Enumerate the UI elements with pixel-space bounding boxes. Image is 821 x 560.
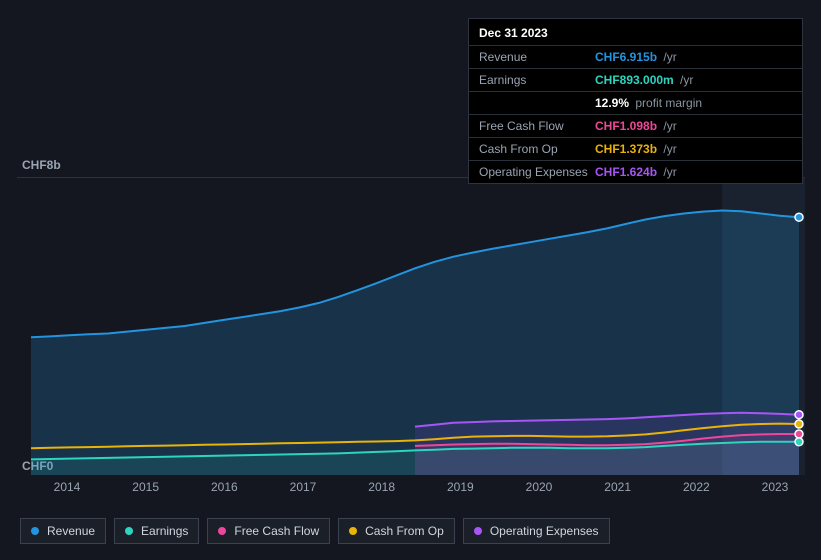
tooltip-row-suffix: /yr (660, 142, 677, 156)
legend-item[interactable]: Operating Expenses (463, 518, 610, 544)
tooltip-row: Free Cash FlowCHF1.098b /yr (469, 114, 802, 137)
tooltip-row-suffix: /yr (660, 119, 677, 133)
legend-dot-icon (125, 527, 133, 535)
tooltip-row: EarningsCHF893.000m /yr (469, 68, 802, 91)
chart-tooltip: Dec 31 2023 RevenueCHF6.915b /yrEarnings… (468, 18, 803, 184)
tooltip-row-value: CHF1.098b (595, 119, 657, 133)
legend-item-label: Operating Expenses (490, 524, 599, 538)
legend-item-label: Earnings (141, 524, 188, 538)
xaxis-label: 2018 (368, 480, 395, 494)
legend-item-label: Cash From Op (365, 524, 444, 538)
legend-dot-icon (31, 527, 39, 535)
tooltip-row: 12.9% profit margin (469, 91, 802, 114)
tooltip-row-label (479, 96, 595, 110)
tooltip-row-value: 12.9% (595, 96, 629, 110)
tooltip-row-suffix: /yr (660, 50, 677, 64)
tooltip-row-value: CHF893.000m (595, 73, 674, 87)
xaxis-label: 2014 (54, 480, 81, 494)
tooltip-row-suffix: /yr (677, 73, 694, 87)
yaxis-max-label: CHF8b (22, 158, 61, 172)
tooltip-row: Cash From OpCHF1.373b /yr (469, 137, 802, 160)
xaxis-label: 2022 (683, 480, 710, 494)
legend-dot-icon (474, 527, 482, 535)
legend-item[interactable]: Revenue (20, 518, 106, 544)
xaxis-label: 2015 (132, 480, 159, 494)
chart-svg (17, 177, 805, 475)
legend: Revenue Earnings Free Cash Flow Cash From O… (20, 518, 610, 544)
legend-item[interactable]: Free Cash Flow (207, 518, 330, 544)
tooltip-row-suffix: profit margin (632, 96, 702, 110)
xaxis-label: 2021 (604, 480, 631, 494)
legend-item-label: Revenue (47, 524, 95, 538)
xaxis: 2014 2015 2016 2017 2018 2019 2020 2021 2022 2023 (17, 480, 805, 500)
tooltip-date: Dec 31 2023 (469, 19, 802, 45)
xaxis-label: 2023 (762, 480, 789, 494)
tooltip-row-label: Cash From Op (479, 142, 595, 156)
tooltip-row: Operating ExpensesCHF1.624b /yr (469, 160, 802, 183)
xaxis-label: 2017 (290, 480, 317, 494)
tooltip-row-value: CHF1.373b (595, 142, 657, 156)
tooltip-row: RevenueCHF6.915b /yr (469, 45, 802, 68)
legend-item[interactable]: Cash From Op (338, 518, 455, 544)
tooltip-row-label: Earnings (479, 73, 595, 87)
tooltip-row-label: Revenue (479, 50, 595, 64)
xaxis-label: 2019 (447, 480, 474, 494)
financials-chart[interactable] (17, 177, 805, 475)
tooltip-row-label: Operating Expenses (479, 165, 595, 179)
tooltip-row-value: CHF1.624b (595, 165, 657, 179)
tooltip-row-suffix: /yr (660, 165, 677, 179)
legend-item-label: Free Cash Flow (234, 524, 319, 538)
xaxis-label: 2020 (526, 480, 553, 494)
legend-dot-icon (349, 527, 357, 535)
legend-dot-icon (218, 527, 226, 535)
xaxis-label: 2016 (211, 480, 238, 494)
tooltip-row-label: Free Cash Flow (479, 119, 595, 133)
legend-item[interactable]: Earnings (114, 518, 199, 544)
tooltip-row-value: CHF6.915b (595, 50, 657, 64)
